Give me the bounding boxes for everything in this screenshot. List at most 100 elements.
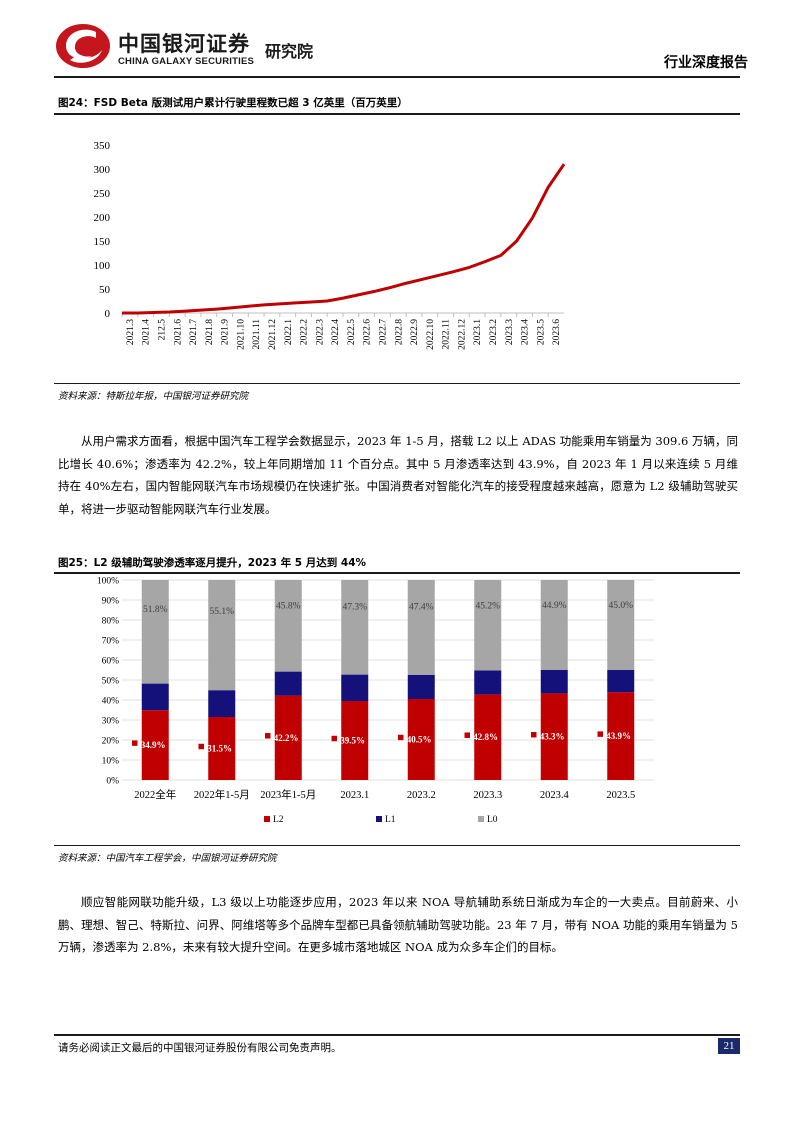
logo-chinese-name: 中国银河证券 [118,32,250,56]
x-tick-label: 2021.3 [126,319,136,345]
legend-swatch-l2 [264,816,270,822]
footer-disclaimer: 请务必阅读正文最后的中国银河证券股份有限公司免责声明。 [58,1042,342,1054]
legend-label-l1: L1 [385,815,396,825]
x-tick-label: 2022.11 [442,319,452,350]
y-tick-label: 0 [105,308,111,320]
bar-segment-l2 [540,693,568,780]
l0-data-label: 44.9% [542,601,567,611]
fsd-mileage-series-line [122,163,566,315]
bar-segment-l0 [274,580,302,672]
x-tick-label: 2021.10 [236,319,246,350]
figure2-top-rule [54,572,740,574]
x-tick-label: 2022.12 [457,319,467,350]
l2-data-label: 42.8% [473,732,498,742]
y-tick-label: 350 [94,140,111,152]
l2-label-marker [264,732,271,740]
bar-segment-l1 [341,674,369,701]
x-tick-label: 2022全年 [134,788,176,801]
figure1-top-rule [54,113,740,115]
y-tick-label: 150 [94,236,111,248]
bar-segment-l2 [607,692,635,780]
report-type: 行业深度报告 [664,55,748,71]
company-logo [54,22,112,70]
x-tick-label: 2023.2 [407,790,436,801]
x-tick-label: 2022.4 [331,319,341,345]
x-tick-label: 2022.10 [426,319,436,350]
legend-swatch-l1 [376,816,382,822]
x-tick-label: 2021.6 [173,319,183,345]
figure2-source: 资料来源：中国汽车工程学会，中国银河证券研究院 [58,853,277,864]
x-tick-label: 2022.3 [315,319,325,345]
x-tick-label: 2022.8 [394,319,404,345]
paragraph-text: 从用户需求方面看，根据中国汽车工程学会数据显示，2023 年 1-5 月，搭载 … [58,434,738,516]
l2-data-label: 42.2% [274,733,299,743]
legend-label-l0: L0 [487,815,498,825]
l2-label-marker [464,731,471,739]
y-tick-label: 50 [99,284,111,296]
y-tick-label: 100 [94,260,111,272]
x-tick-label: 2023.1 [340,790,369,801]
l2-data-label: 43.9% [606,731,631,741]
l0-data-label: 47.3% [342,602,367,612]
l2-data-label: 39.5% [340,736,365,746]
bar-segment-l1 [540,669,568,694]
figure2-title: 图25：L2 级辅助驾驶渗透率逐月提升，2023 年 5 月达到 44% [58,557,367,569]
bar-segment-l0 [208,580,236,691]
y-tick-label: 300 [94,164,111,176]
l0-data-label: 55.1% [209,607,234,617]
l2-data-label: 40.5% [407,735,432,745]
x-tick-label: 2021.11 [252,319,262,350]
fsd-mileage-line-chart: 0 50 100 150 200 250 300 350 2021.3 2021.4 212.5 20… [94,140,566,350]
y-tick-label: 100% [97,577,119,587]
y-tick-label: 40% [102,697,120,707]
x-tick-label: 212.5 [157,319,167,341]
bar-segment-l1 [141,683,169,711]
legend-label-l2: L2 [273,815,284,825]
x-tick-label: 2021.9 [221,319,231,345]
bar-segment-l2 [341,701,369,780]
figure2-bottom-rule [54,845,740,846]
y-tick-label: 80% [102,617,120,627]
bar-segment-l0 [474,580,502,671]
x-tick-label: 2022.7 [378,319,388,345]
x-tick-label: 2022年1-5月 [194,788,250,801]
x-tick-label: 2023.1 [473,319,483,345]
x-tick-label: 2022.2 [300,319,310,345]
bar-segment-l1 [474,670,502,695]
bar-segment-l2 [474,694,502,780]
bar-segment-l2 [208,717,236,780]
bar-segment-l0 [407,580,435,675]
page-number: 21 [718,1038,740,1054]
l2-data-label: 43.3% [540,732,565,742]
y-tick-label: 20% [102,737,120,747]
bar-segment-l0 [607,580,635,670]
body-paragraph-2: 顺应智能网联功能升级，L3 级以上功能逐步应用，2023 年以来 NOA 导航辅… [58,891,738,959]
legend-swatch-l0 [478,816,484,822]
x-tick-label: 2023.3 [505,319,515,345]
x-tick-label: 2023.5 [606,790,635,801]
x-tick-label: 2023.5 [536,319,546,345]
y-tick-label: 60% [102,657,120,667]
x-tick-label: 2023年1-5月 [260,788,316,801]
l2-data-label: 34.9% [141,740,166,750]
figure1-source: 资料来源：特斯拉年报，中国银河证券研究院 [58,391,249,402]
bar-segment-l2 [141,710,169,780]
logo-english-name: CHINA GALAXY SECURITIES [118,56,255,67]
x-tick-label: 2023.6 [552,319,562,345]
y-tick-label: 50% [102,677,120,687]
x-tick-label: 2022.5 [347,319,357,345]
y-tick-label: 250 [94,188,111,200]
footer-rule [54,1034,740,1036]
y-tick-label: 30% [102,717,120,727]
x-tick-label: 2023.3 [473,790,502,801]
l0-data-label: 47.4% [409,603,434,613]
x-tick-label: 2022.9 [410,319,420,345]
x-tick-label: 2023.2 [489,319,499,345]
x-tick-label: 2021.8 [205,319,215,345]
y-tick-label: 10% [102,757,120,767]
bar-segment-l1 [607,670,635,693]
bar-segment-l1 [274,671,302,696]
x-tick-label: 2022.1 [284,319,294,345]
logo-department: 研究院 [265,42,314,61]
bar-segment-l1 [208,690,236,717]
